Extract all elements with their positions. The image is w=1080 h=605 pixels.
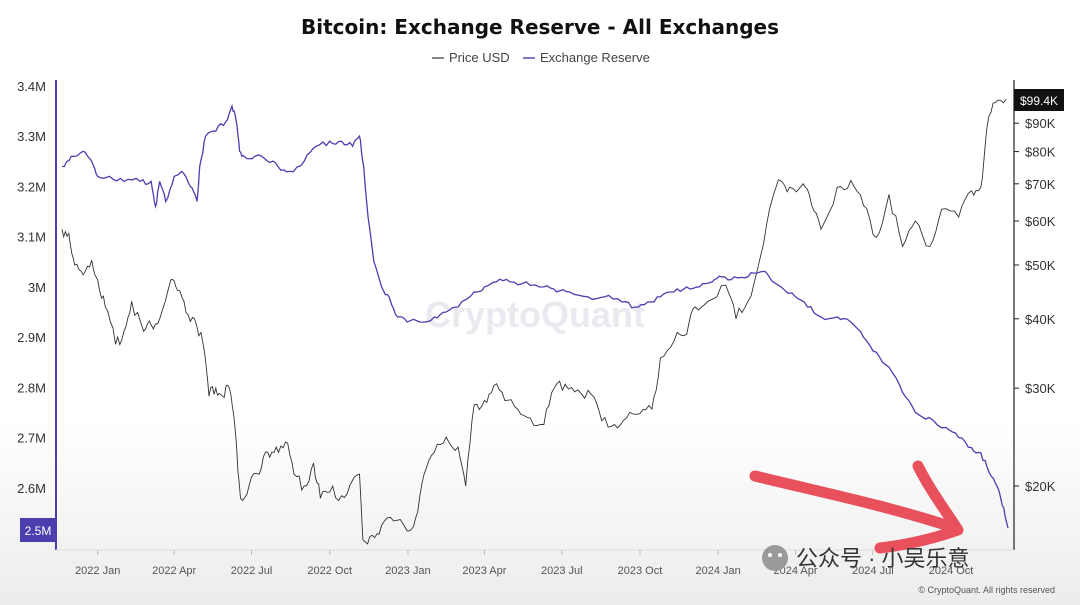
legend-reserve-label[interactable]: Exchange Reserve [540,50,650,65]
left-tick-label: 2.8M [17,380,46,395]
chart-title: Bitcoin: Exchange Reserve - All Exchange… [301,15,779,39]
right-y-ticks: $90K $80K $70K $60K $50K $40K $30K $20K [1014,116,1056,494]
wechat-watermark: 公众号 · 小吴乐意 [762,545,970,571]
x-tick-label: 2024 Oct [929,565,974,577]
price-last-label: $99.4K [1020,94,1058,108]
left-tick-label: 2.9M [17,330,46,345]
series-reserve-line [61,103,1009,529]
x-tick-label: 2022 Jul [231,565,273,577]
legend-price-label[interactable]: Price USD [449,50,510,65]
left-tick-label: 3.2M [17,179,46,194]
x-tick-label: 2022 Oct [307,565,352,577]
wechat-label: 公众号 · 小吴乐意 [796,546,970,571]
x-tick-label: 2023 Apr [462,565,506,577]
x-tick-label: 2024 Apr [773,565,817,577]
reserve-last-badge: 2.5M [20,518,56,542]
left-tick-label: 3.1M [17,230,46,245]
right-tick-label: $60K [1025,214,1056,229]
wechat-icon [762,545,788,571]
x-tick-label: 2023 Jul [541,565,583,577]
left-tick-label: 3.4M [17,79,46,94]
price-last-badge: $99.4K [1014,89,1064,111]
right-tick-label: $90K [1025,116,1056,131]
x-ticks: 2022 Jan 2022 Apr 2022 Jul 2022 Oct 2023 Jan… [75,550,973,577]
right-tick-label: $40K [1025,312,1056,327]
right-tick-label: $70K [1025,177,1056,192]
reserve-last-label: 2.5M [25,524,52,538]
left-tick-label: 2.6M [17,481,46,496]
right-tick-label: $50K [1025,258,1056,273]
red-arrow-annotation [749,460,964,554]
credit-text: © CryptoQuant. All rights reserved [918,585,1055,595]
right-tick-label: $30K [1025,381,1056,396]
x-tick-label: 2024 Jan [696,565,741,577]
legend: Price USD Exchange Reserve [432,50,650,65]
right-tick-label: $80K [1025,145,1056,160]
x-tick-label: 2023 Jan [385,565,430,577]
right-tick-label: $20K [1025,479,1056,494]
x-tick-label: 2023 Oct [618,565,663,577]
x-tick-label: 2022 Jan [75,565,120,577]
x-tick-label: 2022 Apr [152,565,196,577]
left-tick-label: 3.3M [17,129,46,144]
x-tick-label: 2024 Jul [852,565,894,577]
left-y-ticks: 3.4M 3.3M 3.2M 3.1M 3M 2.9M 2.8M 2.7M 2.6M [17,79,46,496]
watermark: CryptoQuant [425,294,645,335]
series-price-line [61,98,1007,545]
left-tick-label: 3M [28,280,46,295]
left-tick-label: 2.7M [17,431,46,446]
